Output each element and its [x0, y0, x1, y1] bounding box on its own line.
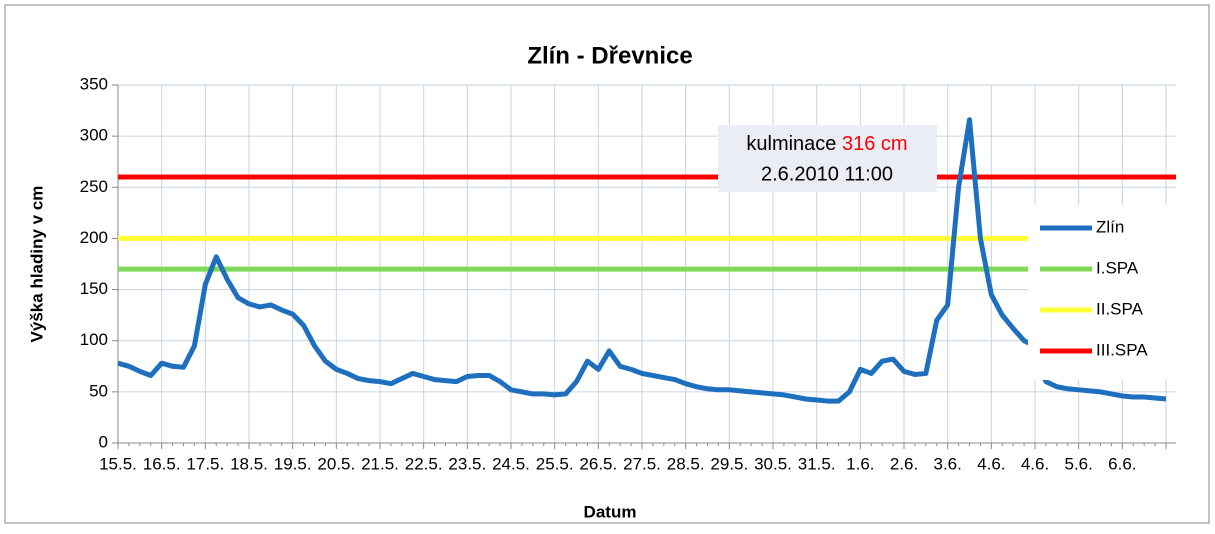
y-tick-label: 200: [80, 228, 108, 247]
x-tick-label: 1.6.: [846, 454, 874, 473]
legend-label: Zlín: [1096, 217, 1124, 236]
y-axis-label: Výška hladiny v cm: [27, 186, 46, 343]
annotation-box: [718, 125, 937, 192]
x-tick-label: 17.5.: [186, 454, 224, 473]
y-tick-label: 300: [80, 126, 108, 145]
data-line: [117, 117, 1167, 404]
x-tick-label: 6.6.: [1108, 454, 1136, 473]
legend-label: II.SPA: [1096, 299, 1144, 318]
annotation-value: 316 cm: [842, 133, 908, 155]
x-tick-label: 27.5.: [623, 454, 661, 473]
x-tick-label: 3.6.: [933, 454, 961, 473]
x-tick-label: 20.5.: [317, 454, 355, 473]
x-tick-label: 16.5.: [143, 454, 181, 473]
x-tick-label: 21.5.: [361, 454, 399, 473]
annotation-label: kulminace: [746, 133, 836, 155]
x-tick-label: 30.5.: [754, 454, 792, 473]
y-tick-label: 100: [80, 330, 108, 349]
y-tick-label: 350: [80, 74, 108, 93]
y-tick-label: 0: [99, 432, 108, 451]
y-tick-label: 150: [80, 279, 108, 298]
legend-label: III.SPA: [1096, 340, 1148, 359]
x-tick-label: 31.5.: [798, 454, 836, 473]
chart-title: Zlín - Dřevnice: [527, 42, 692, 69]
x-tick-label: 2.6.: [890, 454, 918, 473]
x-tick-label: 24.5.: [492, 454, 530, 473]
x-tick-label: 4.6.: [1021, 454, 1049, 473]
y-tick-label: 50: [89, 381, 108, 400]
x-tick-label: 25.5.: [536, 454, 574, 473]
x-tick-label: 22.5.: [405, 454, 443, 473]
annotation-date: 2.6.2010 11:00: [761, 163, 893, 185]
annotation-text: kulminace 316 cm: [746, 133, 907, 155]
x-tick-label: 18.5.: [230, 454, 268, 473]
x-tick-label: 5.6.: [1064, 454, 1092, 473]
x-tick-label: 28.5.: [667, 454, 705, 473]
legend-label: I.SPA: [1096, 258, 1139, 277]
x-tick-label: 4.6.: [977, 454, 1005, 473]
x-tick-label: 29.5.: [710, 454, 748, 473]
x-tick-label: 19.5.: [274, 454, 312, 473]
x-tick-label: 26.5.: [579, 454, 617, 473]
x-tick-label: 23.5.: [448, 454, 486, 473]
x-axis-label: Datum: [584, 502, 637, 521]
y-tick-label: 250: [80, 177, 108, 196]
x-tick-label: 15.5.: [99, 454, 137, 473]
